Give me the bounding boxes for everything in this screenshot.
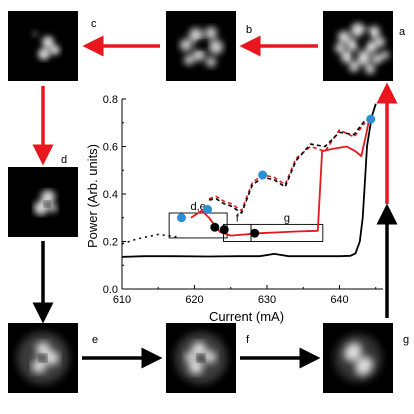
panel-d-label: d (61, 154, 68, 166)
x-tick-label: 610 (113, 294, 131, 306)
beam-profile-d (8, 167, 78, 237)
panel-a-label: a (399, 26, 406, 38)
y-tick-label: 0.4 (103, 189, 118, 201)
panel-e-image (8, 323, 78, 393)
series-line-5 (208, 119, 366, 214)
black-marker (219, 225, 229, 235)
y-tick-label: 0.8 (103, 94, 118, 106)
series-line-3 (190, 117, 373, 237)
blue-marker (176, 213, 186, 223)
beam-profile-f (166, 323, 236, 393)
panel-g-image (323, 323, 393, 393)
y-tick-label: 0.0 (103, 284, 118, 296)
beam-profile-e (8, 323, 78, 393)
panel-b-label: b (246, 24, 253, 36)
panel-d-image (8, 167, 78, 237)
x-axis-title: Current (mA) (209, 309, 284, 324)
beam-profile-a (323, 11, 393, 81)
beam-profile-c (8, 11, 78, 81)
y-axis-title: Power (Arb. units) (85, 144, 100, 248)
blue-marker (366, 114, 376, 124)
selection-box-label: g (284, 212, 290, 224)
x-tick-label: 620 (185, 294, 203, 306)
black-marker (210, 222, 220, 232)
panel-c-label: c (91, 18, 97, 30)
beam-profile-g (323, 323, 393, 393)
panel-f-image (166, 323, 236, 393)
y-tick-label: 0.2 (103, 237, 118, 249)
y-tick-label: 0.6 (103, 142, 118, 154)
black-marker (250, 228, 260, 238)
panel-f-label: f (246, 334, 250, 346)
beam-profile-b (166, 11, 236, 81)
blue-marker (258, 170, 268, 180)
panel-e-label: e (92, 334, 99, 346)
series-line-1 (121, 103, 377, 258)
selection-box-label: f (236, 212, 240, 224)
panel-a-image (323, 11, 393, 81)
panel-g-label: g (403, 334, 410, 346)
x-tick-label: 630 (258, 294, 276, 306)
series-line-2 (121, 233, 177, 245)
series-line-4 (208, 122, 366, 212)
panel-c-image (8, 11, 78, 81)
panel-b-image (166, 11, 236, 81)
blue-marker (203, 204, 213, 214)
x-tick-label: 640 (330, 294, 348, 306)
